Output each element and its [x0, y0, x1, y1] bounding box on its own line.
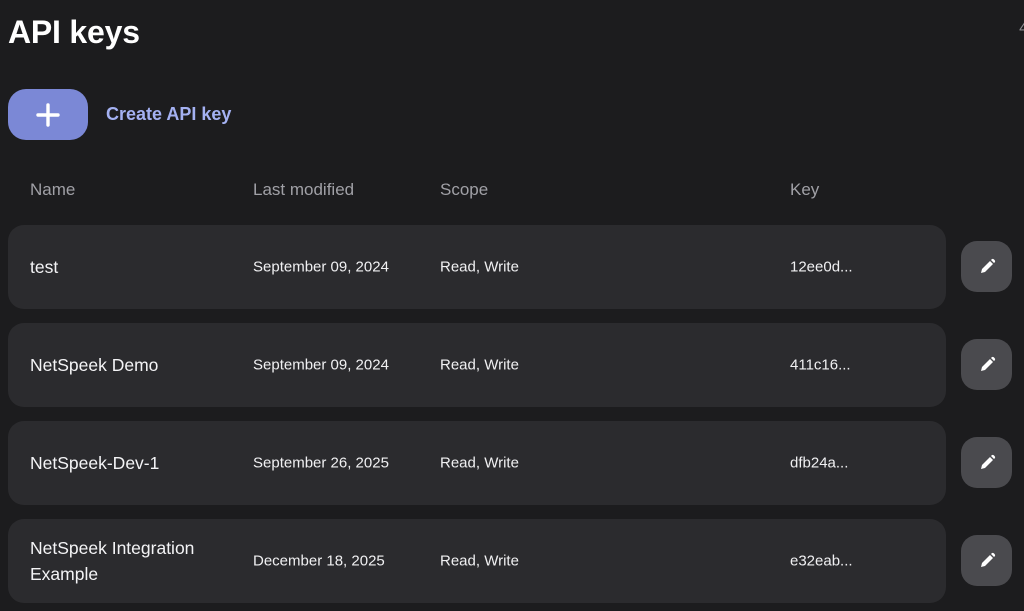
- header-scope[interactable]: Scope: [440, 180, 489, 199]
- row-name: test: [30, 257, 59, 277]
- row-last-modified: December 18, 2025: [253, 552, 385, 570]
- row-scope: Read, Write: [440, 552, 519, 570]
- row-scope: Read, Write: [440, 258, 519, 276]
- edit-button[interactable]: [961, 535, 1012, 586]
- row-key: dfb24a...: [790, 454, 849, 472]
- header-last-modified[interactable]: Last modified: [253, 180, 355, 199]
- row-key: 12ee0d...: [790, 258, 853, 276]
- table-row[interactable]: test September 09, 2024 Read, Write 12ee…: [8, 225, 946, 309]
- plus-icon: [36, 102, 60, 127]
- create-api-key-row: Create API key: [8, 89, 231, 140]
- edit-button[interactable]: [961, 339, 1012, 390]
- pencil-icon: [980, 552, 995, 567]
- header-key[interactable]: Key: [790, 180, 820, 199]
- edit-button[interactable]: [961, 241, 1012, 292]
- table-row[interactable]: NetSpeek Demo September 09, 2024 Read, W…: [8, 323, 946, 407]
- row-key: 411c16...: [790, 356, 851, 374]
- corner-text-fragment: 4: [1019, 20, 1024, 37]
- row-name: NetSpeek Demo: [30, 355, 159, 375]
- create-api-key-button[interactable]: [8, 89, 88, 140]
- row-key: e32eab...: [790, 552, 853, 570]
- create-api-key-link[interactable]: Create API key: [106, 104, 232, 124]
- pencil-icon: [980, 258, 995, 273]
- table-header: Name Last modified Scope Key: [8, 176, 948, 206]
- header-name[interactable]: Name: [30, 180, 76, 199]
- edit-button[interactable]: [961, 437, 1012, 488]
- row-last-modified: September 26, 2025: [253, 454, 389, 472]
- row-scope: Read, Write: [440, 454, 519, 472]
- row-last-modified: September 09, 2024: [253, 258, 389, 276]
- pencil-icon: [980, 356, 995, 371]
- row-scope: Read, Write: [440, 356, 519, 374]
- pencil-icon: [980, 454, 995, 469]
- row-last-modified: September 09, 2024: [253, 356, 389, 374]
- row-name: NetSpeek-Dev-1: [30, 453, 160, 473]
- table-row[interactable]: NetSpeek Integration Example December 18…: [8, 519, 946, 603]
- row-name: NetSpeek Integration Example: [30, 538, 195, 584]
- table-row[interactable]: NetSpeek-Dev-1 September 26, 2025 Read, …: [8, 421, 946, 505]
- page-title: API keys: [8, 14, 140, 50]
